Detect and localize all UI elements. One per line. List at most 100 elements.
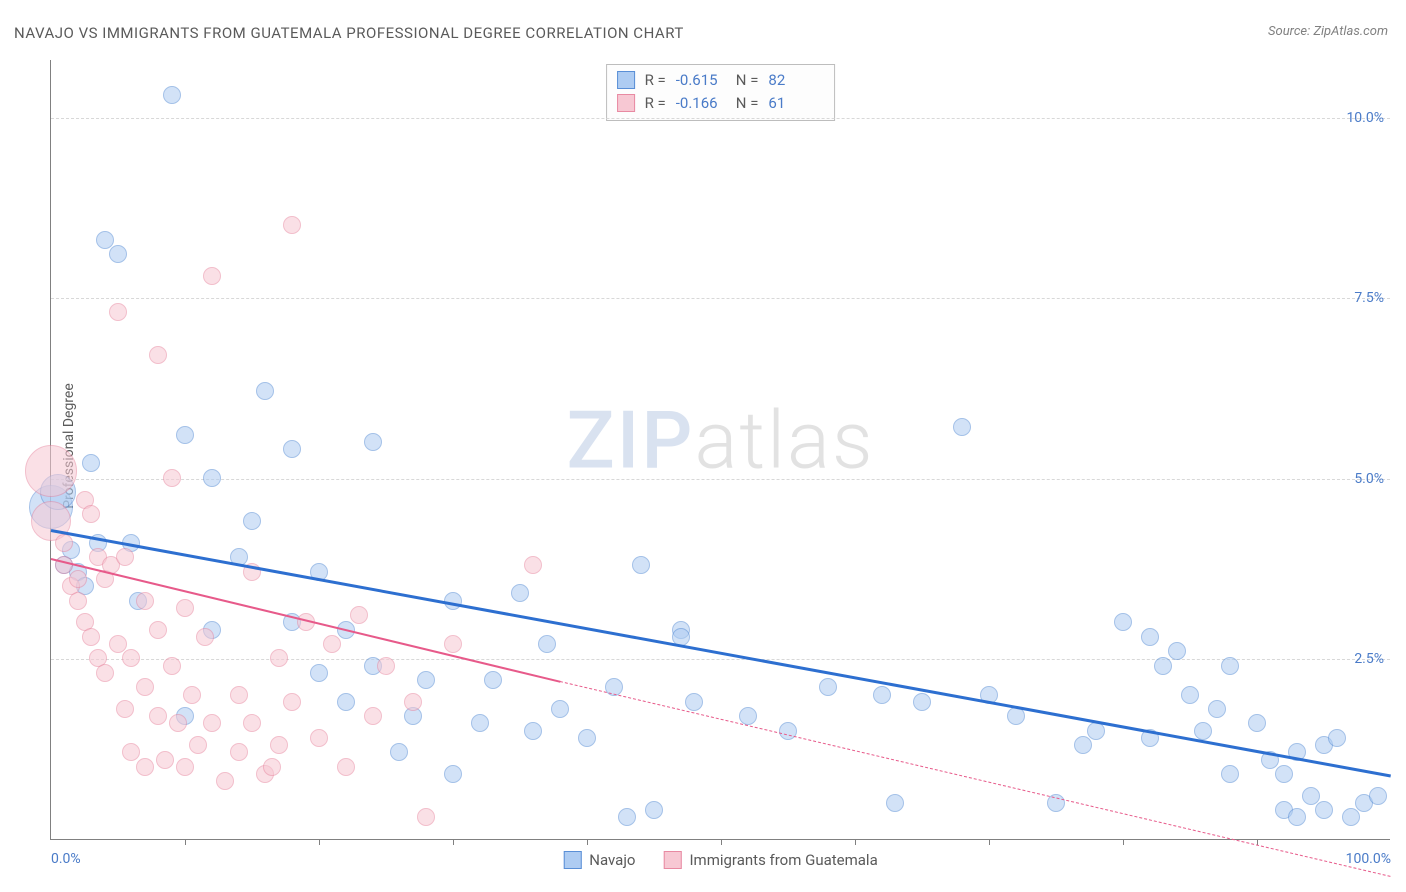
- legend-swatch: [617, 94, 635, 112]
- data-point: [109, 303, 127, 321]
- data-point: [390, 743, 408, 761]
- data-point: [337, 693, 355, 711]
- data-point: [96, 664, 114, 682]
- data-point: [183, 686, 201, 704]
- n-value: 61: [768, 92, 818, 115]
- data-point: [283, 440, 301, 458]
- data-point: [1369, 787, 1387, 805]
- data-point: [337, 758, 355, 776]
- n-label: N =: [736, 92, 759, 115]
- data-point: [632, 556, 650, 574]
- data-point: [524, 722, 542, 740]
- legend-label: Immigrants from Guatemala: [689, 851, 877, 869]
- data-point: [1168, 642, 1186, 660]
- chart-container: NAVAJO VS IMMIGRANTS FROM GUATEMALA PROF…: [0, 0, 1406, 892]
- data-point: [122, 743, 140, 761]
- gridline: [51, 659, 1390, 660]
- data-point: [203, 714, 221, 732]
- data-point: [323, 635, 341, 653]
- r-label: R =: [645, 92, 666, 115]
- data-point: [96, 231, 114, 249]
- data-point: [310, 664, 328, 682]
- data-point: [116, 548, 134, 566]
- data-point: [685, 693, 703, 711]
- data-point: [136, 758, 154, 776]
- r-value: -0.615: [676, 69, 726, 92]
- data-point: [310, 729, 328, 747]
- x-tick: [1123, 839, 1124, 845]
- legend-item: Immigrants from Guatemala: [663, 851, 877, 869]
- data-point: [136, 678, 154, 696]
- data-point: [444, 635, 462, 653]
- source-link[interactable]: ZipAtlas.com: [1313, 24, 1388, 39]
- data-point: [25, 445, 77, 497]
- data-point: [163, 657, 181, 675]
- x-tick-label: 0.0%: [51, 851, 81, 867]
- data-point: [618, 808, 636, 826]
- legend-swatch: [663, 851, 681, 869]
- gridline: [51, 118, 1390, 119]
- x-tick: [855, 839, 856, 845]
- chart-title: NAVAJO VS IMMIGRANTS FROM GUATEMALA PROF…: [14, 24, 684, 42]
- data-point: [55, 534, 73, 552]
- data-point: [1208, 700, 1226, 718]
- data-point: [270, 736, 288, 754]
- y-tick-label: 7.5%: [1354, 290, 1384, 306]
- data-point: [69, 592, 87, 610]
- data-point: [176, 758, 194, 776]
- data-point: [364, 433, 382, 451]
- legend-swatch: [617, 71, 635, 89]
- source-prefix: Source:: [1268, 24, 1313, 39]
- data-point: [169, 714, 187, 732]
- data-point: [189, 736, 207, 754]
- data-point: [176, 599, 194, 617]
- data-point: [1154, 657, 1172, 675]
- data-point: [1275, 765, 1293, 783]
- data-point: [203, 469, 221, 487]
- x-tick: [989, 839, 990, 845]
- legend-stat-row: R = -0.615N = 82: [617, 69, 819, 92]
- data-point: [350, 606, 368, 624]
- data-point: [149, 621, 167, 639]
- data-point: [511, 584, 529, 602]
- data-point: [283, 693, 301, 711]
- data-point: [82, 454, 100, 472]
- data-point: [283, 216, 301, 234]
- data-point: [913, 693, 931, 711]
- data-point: [203, 267, 221, 285]
- data-point: [886, 794, 904, 812]
- series-legend: Navajo Immigrants from Guatemala: [563, 851, 878, 869]
- data-point: [82, 628, 100, 646]
- legend-item: Navajo: [563, 851, 635, 869]
- data-point: [149, 346, 167, 364]
- data-point: [471, 714, 489, 732]
- n-label: N =: [736, 69, 759, 92]
- data-point: [270, 649, 288, 667]
- legend-swatch: [563, 851, 581, 869]
- data-point: [444, 765, 462, 783]
- data-point: [484, 671, 502, 689]
- data-point: [873, 686, 891, 704]
- statistics-legend: R = -0.615N = 82R = -0.166N = 61: [606, 64, 836, 121]
- data-point: [1221, 657, 1239, 675]
- data-point: [1288, 808, 1306, 826]
- data-point: [364, 707, 382, 725]
- x-tick: [453, 839, 454, 845]
- plot-area: ZIPatlas R = -0.615N = 82R = -0.166N = 6…: [50, 60, 1390, 840]
- data-point: [524, 556, 542, 574]
- y-tick-label: 5.0%: [1354, 471, 1384, 487]
- y-tick-label: 2.5%: [1354, 651, 1384, 667]
- watermark: ZIPatlas: [567, 393, 875, 487]
- data-point: [230, 743, 248, 761]
- data-point: [1342, 808, 1360, 826]
- data-point: [1221, 765, 1239, 783]
- data-point: [116, 700, 134, 718]
- data-point: [82, 505, 100, 523]
- data-point: [263, 758, 281, 776]
- data-point: [256, 382, 274, 400]
- trend-line: [560, 681, 1391, 877]
- data-point: [551, 700, 569, 718]
- data-point: [1315, 801, 1333, 819]
- data-point: [109, 245, 127, 263]
- data-point: [538, 635, 556, 653]
